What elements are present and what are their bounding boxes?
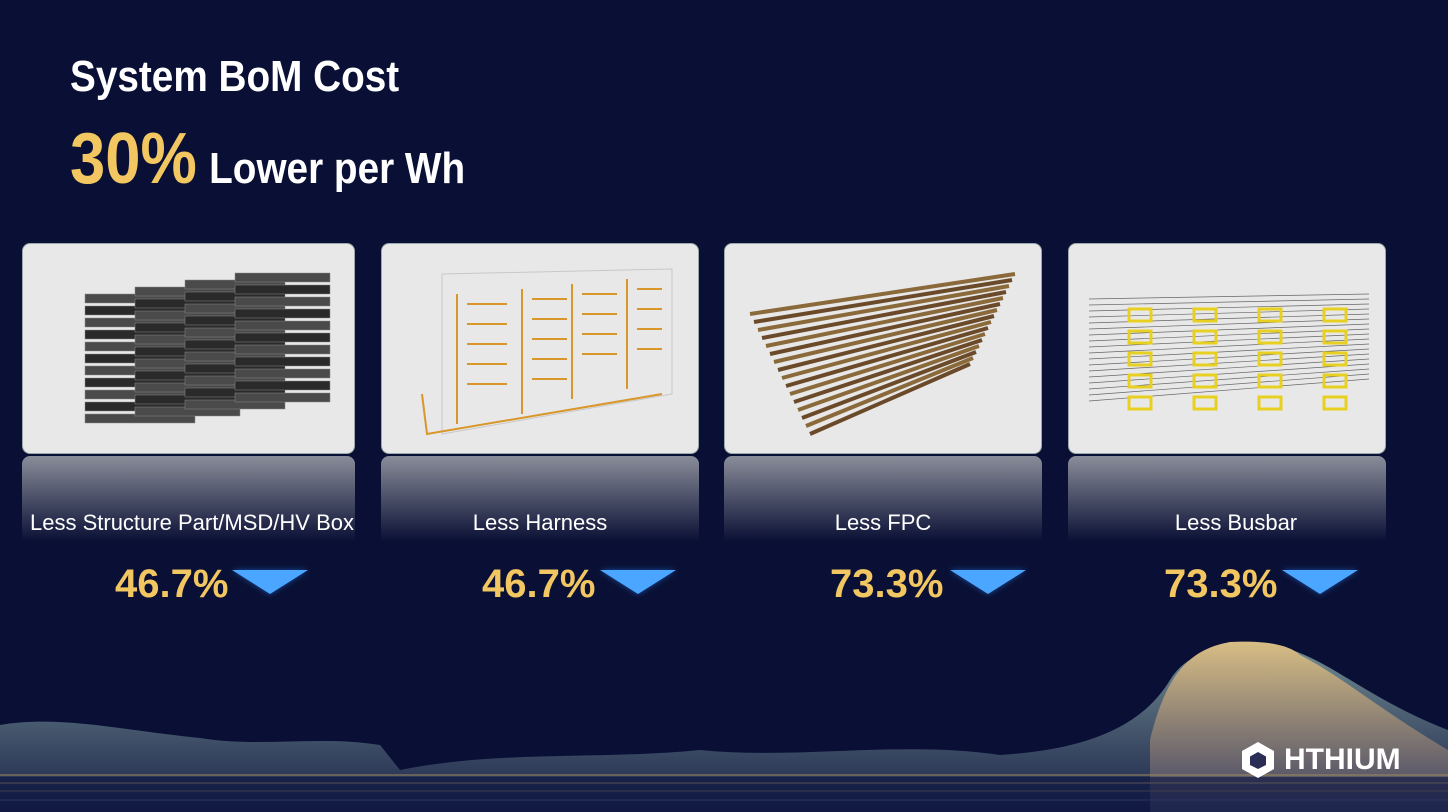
drawing-shape bbox=[1088, 343, 1370, 360]
item-label: Less Busbar bbox=[1174, 510, 1298, 535]
drawing-shape bbox=[1127, 395, 1153, 411]
drawing-shape bbox=[1088, 308, 1370, 318]
drawing-shape bbox=[1088, 373, 1370, 396]
down-arrow-icon bbox=[600, 570, 676, 594]
drawing-shape bbox=[234, 296, 331, 307]
drawing-shape bbox=[1088, 338, 1370, 354]
card-reflection bbox=[22, 456, 355, 546]
drawing-shape bbox=[1088, 318, 1370, 330]
drawing-shape bbox=[749, 272, 1016, 316]
card-image-fpc bbox=[724, 243, 1042, 454]
drawing-shape bbox=[1088, 298, 1370, 306]
drawing-shape bbox=[1192, 351, 1218, 367]
down-arrow-icon bbox=[950, 570, 1026, 594]
drawing-shape bbox=[1088, 353, 1370, 372]
drawing-shape bbox=[1257, 307, 1283, 323]
hithium-logo: HTHIUM bbox=[1240, 740, 1401, 780]
drawing-shape bbox=[1088, 293, 1370, 300]
card-reflection bbox=[1068, 456, 1386, 546]
card-image-harness bbox=[381, 243, 699, 454]
drawing-shape bbox=[805, 356, 974, 428]
drawing-shape bbox=[1127, 373, 1153, 389]
card-reflection bbox=[381, 456, 699, 546]
logo-text: HTHIUM bbox=[1284, 743, 1401, 776]
drawing-shape bbox=[1088, 363, 1370, 384]
item-percent: 73.3% bbox=[830, 562, 944, 606]
drawing-shape bbox=[234, 356, 331, 367]
drawing-shape bbox=[1192, 373, 1218, 389]
drawing-shape bbox=[797, 344, 980, 412]
slide-subtitle: 30% Lower per Wh bbox=[70, 118, 465, 200]
drawing-shape bbox=[234, 344, 331, 355]
drawing-shape bbox=[801, 350, 977, 420]
drawing-shape bbox=[1192, 307, 1218, 323]
drawing-shape bbox=[1322, 373, 1348, 389]
drawing-shape bbox=[757, 284, 1010, 332]
item-percent: 73.3% bbox=[1164, 562, 1278, 606]
drawing-shape bbox=[1257, 329, 1283, 345]
drawing-shape bbox=[234, 380, 331, 391]
drawing-shape bbox=[1322, 351, 1348, 367]
item-percent: 46.7% bbox=[115, 562, 229, 606]
drawing-shape bbox=[1127, 329, 1153, 345]
drawing-shape bbox=[1257, 373, 1283, 389]
item-label: Less Harness bbox=[472, 510, 608, 535]
fpc-image bbox=[749, 272, 1016, 436]
item-label: Less FPC bbox=[834, 510, 932, 535]
drawing-shape bbox=[1257, 395, 1283, 411]
slide-title: System BoM Cost bbox=[70, 52, 400, 101]
drawing-shape bbox=[234, 392, 331, 403]
drawing-shape bbox=[1257, 351, 1283, 367]
drawing-shape bbox=[234, 320, 331, 331]
drawing-shape bbox=[1322, 395, 1348, 411]
drawing-shape bbox=[234, 332, 331, 343]
drawing-shape bbox=[1127, 351, 1153, 367]
drawing-shape bbox=[234, 272, 331, 283]
harness-image bbox=[421, 268, 673, 436]
hithium-logo-icon bbox=[1242, 742, 1274, 778]
drawing-shape bbox=[789, 332, 986, 396]
down-arrow-icon bbox=[232, 570, 308, 594]
drawing-shape bbox=[1322, 329, 1348, 345]
down-arrow-icon bbox=[1282, 570, 1358, 594]
drawing-shape bbox=[1088, 348, 1370, 366]
busbar-image bbox=[1088, 293, 1370, 411]
drawing-shape bbox=[809, 362, 971, 436]
drawing-shape bbox=[234, 284, 331, 295]
card-image-busbar bbox=[1068, 243, 1386, 454]
drawing-shape bbox=[1088, 323, 1370, 336]
drawing-shape bbox=[1322, 307, 1348, 323]
drawing-shape bbox=[234, 368, 331, 379]
card-reflection bbox=[724, 456, 1042, 546]
item-label: Less Structure Part/MSD/HV Box bbox=[30, 510, 354, 535]
drawing-shape bbox=[1088, 333, 1370, 348]
drawing-shape bbox=[781, 320, 992, 380]
drawing-shape bbox=[777, 314, 995, 372]
highlight-percent: 30% bbox=[70, 119, 197, 199]
drawing-shape bbox=[773, 308, 998, 364]
drawing-shape bbox=[1192, 395, 1218, 411]
mountain-decoration bbox=[0, 641, 1448, 812]
drawing-shape bbox=[769, 302, 1001, 356]
drawing-shape bbox=[1192, 329, 1218, 345]
drawing-shape bbox=[765, 296, 1004, 348]
drawing-shape bbox=[753, 278, 1013, 324]
item-percent: 46.7% bbox=[482, 562, 596, 606]
stacked-modules-image bbox=[84, 272, 331, 424]
drawing-shape bbox=[761, 290, 1007, 340]
card-image-structure bbox=[22, 243, 355, 454]
drawing-shape bbox=[785, 326, 989, 388]
drawing-shape bbox=[234, 308, 331, 319]
drawing-shape bbox=[1088, 328, 1370, 342]
subtitle-text: Lower per Wh bbox=[209, 144, 466, 193]
drawing-shape bbox=[1127, 307, 1153, 323]
drawing-shape bbox=[793, 338, 983, 404]
